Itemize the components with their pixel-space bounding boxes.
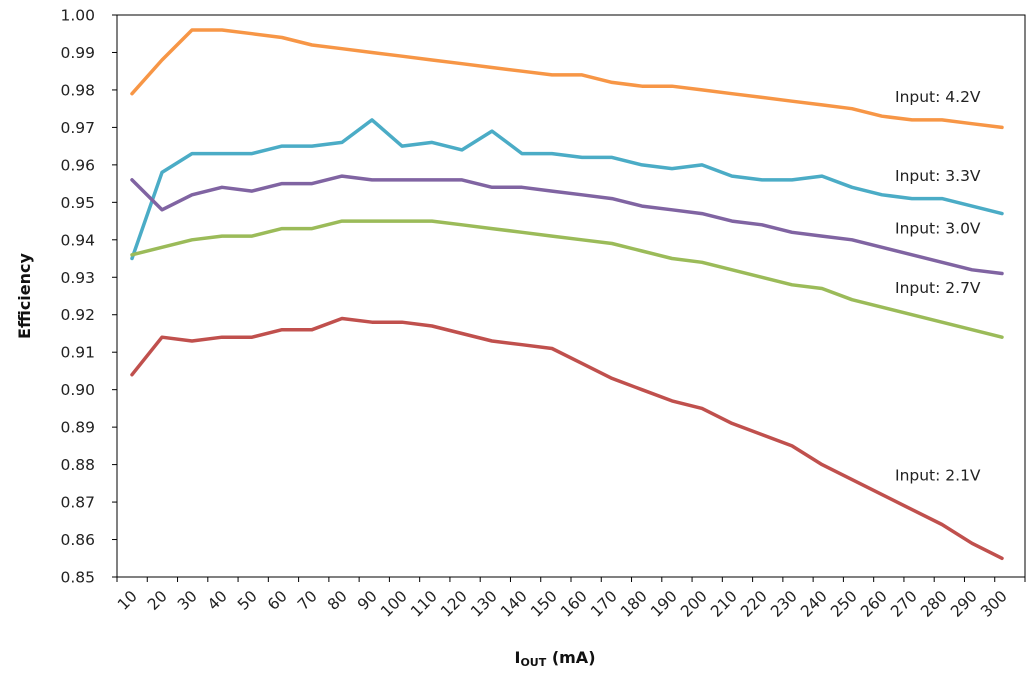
x-tick-label: 220	[737, 587, 771, 621]
x-tick-label: 260	[857, 587, 891, 621]
x-tick-label: 110	[407, 587, 441, 621]
x-tick-label: 60	[264, 587, 291, 614]
series-line-0	[130, 28, 1004, 130]
x-tick-label: 290	[947, 587, 981, 621]
x-tick-label: 210	[707, 587, 741, 621]
y-tick-label: 0.96	[60, 156, 95, 174]
series-line-1	[130, 118, 1004, 261]
y-tick-label: 0.98	[60, 81, 95, 99]
x-axis-title-unit: (mA)	[546, 648, 595, 667]
x-tick-label: 170	[587, 587, 621, 621]
x-tick-label: 40	[204, 587, 231, 614]
y-tick-label: 0.91	[60, 344, 95, 362]
series-labels: Input: 4.2V Input: 3.3V Input: 3.0V Input: …	[895, 88, 981, 484]
x-tick-label: 280	[917, 587, 951, 621]
x-tick-label: 90	[354, 587, 381, 614]
y-tick-label: 0.87	[60, 494, 95, 512]
x-axis-title-main: I	[515, 648, 521, 667]
series-label-2: Input: 3.0V	[895, 219, 981, 237]
x-axis-title-subscript: OUT	[520, 656, 546, 669]
x-tick-label: 270	[887, 587, 921, 621]
x-tick-label: 10	[114, 587, 141, 614]
y-tick-label: 0.99	[60, 44, 95, 62]
y-tick-label: 0.88	[60, 456, 95, 474]
y-tick-label: 0.86	[60, 531, 95, 549]
y-tick-label: 0.93	[60, 269, 95, 287]
series-label-0: Input: 4.2V	[895, 88, 981, 106]
y-tick-label: 0.95	[60, 194, 95, 212]
x-tick-label: 240	[797, 587, 831, 621]
series-label-1: Input: 3.3V	[895, 167, 981, 185]
x-tick-label: 130	[467, 587, 501, 621]
series-lines	[130, 28, 1004, 561]
x-tick-label: 120	[437, 587, 471, 621]
x-tick-label: 200	[677, 587, 711, 621]
series-label-4: Input: 2.1V	[895, 467, 981, 485]
x-tick-label: 160	[557, 587, 591, 621]
x-tick-label: 50	[234, 587, 261, 614]
x-tick-label: 140	[497, 587, 531, 621]
y-tick-label: 0.92	[60, 306, 95, 324]
y-tick-label: 0.85	[60, 569, 95, 587]
x-tick-label: 150	[527, 587, 561, 621]
y-tick-label: 0.97	[60, 119, 95, 137]
x-tick-label: 80	[324, 587, 351, 614]
x-tick-label: 30	[174, 587, 201, 614]
plot-area-frame	[116, 14, 1026, 578]
x-tick-label: 300	[977, 587, 1011, 621]
x-axis-ticks: 10 20 30 40 50 60 70 80 901001101201301401501601…	[114, 577, 1026, 621]
y-tick-label: 0.90	[60, 381, 95, 399]
y-axis-title: Efficiency	[15, 252, 34, 338]
x-tick-label: 20	[144, 587, 171, 614]
y-tick-label: 0.94	[60, 231, 95, 249]
x-tick-label: 180	[617, 587, 651, 621]
y-axis-ticks: 0.85 0.86 0.87 0.88 0.89 0.90 0.91 0.92 0.93 0.94…	[60, 7, 117, 587]
series-line-2	[130, 174, 1004, 276]
x-tick-label: 230	[767, 587, 801, 621]
x-tick-label: 250	[827, 587, 861, 621]
series-label-3: Input: 2.7V	[895, 279, 981, 297]
y-tick-label: 1.00	[60, 7, 95, 25]
series-line-3	[130, 219, 1004, 339]
y-tick-label: 0.89	[60, 419, 95, 437]
x-tick-label: 70	[294, 587, 321, 614]
x-axis-title: IOUT (mA)	[515, 648, 596, 669]
x-tick-label: 190	[647, 587, 681, 621]
series-line-4	[130, 316, 1004, 561]
x-tick-label: 100	[377, 587, 411, 621]
